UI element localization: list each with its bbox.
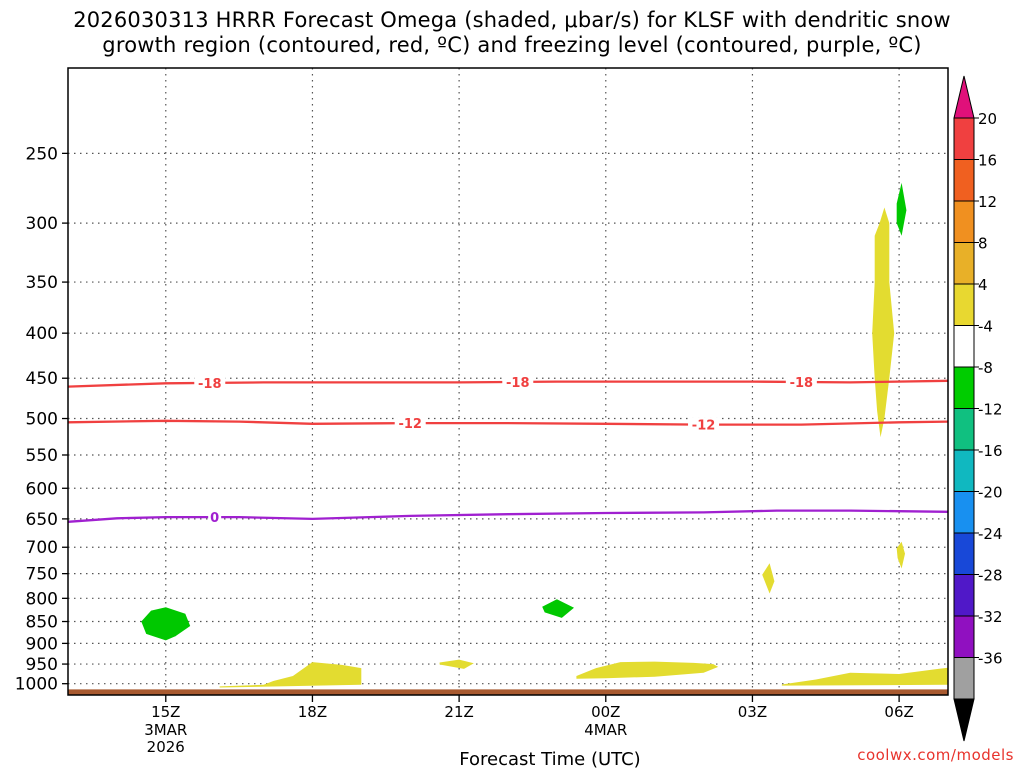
contour-label: -18 xyxy=(198,377,222,392)
y-tick-label: 950 xyxy=(26,655,58,675)
colorbar-swatch xyxy=(953,200,975,243)
omega-region xyxy=(542,599,574,618)
colorbar-swatch xyxy=(953,491,975,534)
y-tick-label: 850 xyxy=(26,613,58,633)
colorbar-swatch xyxy=(953,615,975,658)
colorbar-swatch xyxy=(953,574,975,617)
plot-frame xyxy=(67,67,949,696)
colorbar-label: -8 xyxy=(978,359,993,377)
chart-title-line-1: 2026030313 HRRR Forecast Omega (shaded, … xyxy=(73,8,951,32)
omega-region xyxy=(576,661,719,679)
colorbar-top-arrow xyxy=(953,75,975,119)
omega-region xyxy=(762,563,775,594)
colorbar-label: -36 xyxy=(978,650,1003,668)
x-tick-label: 00Z xyxy=(591,703,620,721)
colorbar-swatch xyxy=(953,366,975,409)
colorbar-swatch xyxy=(953,283,975,326)
omega-region xyxy=(872,207,895,438)
colorbar-swatch xyxy=(953,159,975,202)
omega-region xyxy=(781,667,948,686)
y-tick-label: 450 xyxy=(26,369,58,389)
y-tick-label: 400 xyxy=(26,324,58,344)
colorbar-label: 20 xyxy=(978,110,997,128)
omega-region xyxy=(219,662,362,688)
colorbar-label: -28 xyxy=(978,567,1003,585)
x-tick-date-label: 3MAR xyxy=(144,721,187,739)
y-axis: 2503003504004505005506006507007508008509… xyxy=(15,144,68,695)
colorbar-swatch xyxy=(953,408,975,451)
x-tick-label: 15Z xyxy=(151,703,180,721)
chart-title-line-2: growth region (contoured, red, ºC) and f… xyxy=(102,33,922,57)
colorbar-label: 12 xyxy=(978,193,997,211)
x-tick-label: 06Z xyxy=(884,703,913,721)
contour-label-bg xyxy=(208,510,222,525)
contour-line xyxy=(67,419,949,426)
y-tick-label: 300 xyxy=(26,214,58,234)
y-tick-label: 800 xyxy=(26,589,58,609)
contour-label: -18 xyxy=(790,376,814,391)
y-tick-label: 500 xyxy=(26,410,58,430)
x-tick-year-label: 2026 xyxy=(147,738,185,756)
site-credit: coolwx.com/models xyxy=(857,746,1014,764)
contour-label: -12 xyxy=(692,419,716,434)
colorbar-label: -32 xyxy=(978,608,1003,626)
contour-0: 0 xyxy=(67,509,949,526)
y-tick-label: 550 xyxy=(26,446,58,466)
omega-region xyxy=(896,182,907,236)
contour-label-bg xyxy=(785,375,817,390)
chart-title: 2026030313 HRRR Forecast Omega (shaded, … xyxy=(0,8,1024,58)
colorbar-label: -24 xyxy=(978,525,1003,543)
y-tick-label: 700 xyxy=(26,538,58,558)
colorbar-label: 8 xyxy=(978,235,988,253)
y-tick-label: 1000 xyxy=(15,675,58,695)
colorbar-label: -16 xyxy=(978,442,1003,460)
x-tick-label: 18Z xyxy=(298,703,327,721)
contour--12: -12 -12 xyxy=(67,416,949,434)
contour-label-bg xyxy=(194,375,226,390)
colorbar-swatch xyxy=(953,325,975,368)
colorbar-swatch xyxy=(953,532,975,575)
contour-label: -12 xyxy=(398,417,422,432)
y-tick-label: 900 xyxy=(26,634,58,654)
colorbar-bottom-arrow xyxy=(953,698,975,742)
y-tick-label: 650 xyxy=(26,510,58,530)
x-axis-title: Forecast Time (UTC) xyxy=(459,749,640,768)
grid xyxy=(68,68,948,695)
y-tick-label: 600 xyxy=(26,479,58,499)
colorbar-label: 4 xyxy=(978,276,988,294)
colorbar-swatch xyxy=(953,449,975,492)
colorbar-swatch xyxy=(953,117,975,160)
x-tick-label: 03Z xyxy=(738,703,767,721)
y-tick-label: 750 xyxy=(26,565,58,585)
contour-label: 0 xyxy=(210,511,219,526)
contour-label-bg xyxy=(394,416,426,431)
colorbar-label: -12 xyxy=(978,401,1003,419)
contour-line xyxy=(67,509,949,523)
colorbar-label: 16 xyxy=(978,152,997,170)
omega-region xyxy=(896,541,905,569)
omega-region xyxy=(439,659,474,669)
y-tick-label: 250 xyxy=(26,144,58,164)
terrain-surface xyxy=(68,689,948,695)
x-tick-label: 21Z xyxy=(444,703,473,721)
contour-label: -18 xyxy=(506,376,530,391)
colorbar: 20 16 12 8 4 -4 -8 -12 -16 -20 -24 -28 -32 -36 xyxy=(953,75,1003,742)
contour-label-bg xyxy=(688,417,720,432)
omega-region xyxy=(141,607,191,641)
contour-label-bg xyxy=(502,374,534,389)
colorbar-label: -20 xyxy=(978,484,1003,502)
omega-shading xyxy=(141,182,948,688)
colorbar-swatch xyxy=(953,242,975,285)
colorbar-label: -4 xyxy=(978,318,993,336)
y-tick-label: 350 xyxy=(26,273,58,293)
contour--18: -18 -18 -18 xyxy=(67,374,949,392)
x-tick-date-label: 4MAR xyxy=(584,721,627,739)
colorbar-swatch xyxy=(953,657,975,700)
